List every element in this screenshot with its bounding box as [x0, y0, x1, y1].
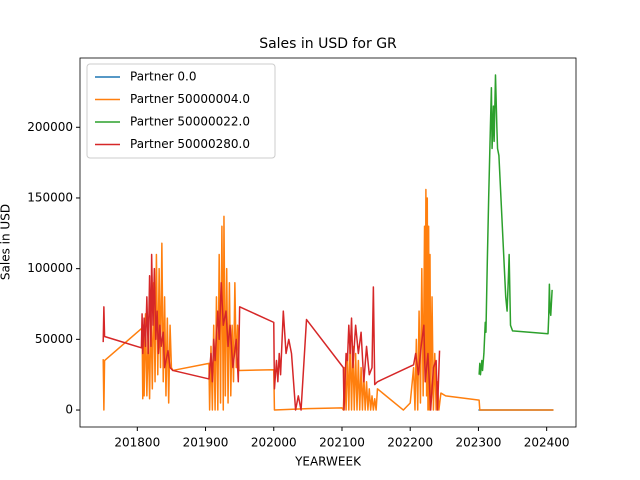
y-tick-label: 50000	[35, 332, 73, 346]
y-axis-label: Sales in USD	[0, 204, 13, 280]
legend-label: Partner 0.0	[130, 70, 197, 84]
legend-label: Partner 50000280.0	[130, 137, 250, 151]
x-tick-label: 202300	[456, 436, 502, 450]
x-tick-label: 202000	[251, 436, 297, 450]
x-tick-label: 201800	[114, 436, 160, 450]
x-tick-label: 202400	[524, 436, 570, 450]
y-tick-label: 150000	[27, 190, 73, 204]
y-tick-label: 100000	[27, 261, 73, 275]
line	[102, 253, 441, 411]
legend-label: Partner 50000004.0	[130, 92, 250, 106]
y-tick-label: 0	[65, 403, 73, 417]
line	[478, 74, 553, 376]
y-tick-label: 200000	[27, 120, 73, 134]
legend-label: Partner 50000022.0	[130, 115, 250, 129]
plot-frame	[79, 57, 577, 428]
chart-title: Sales in USD for GR	[259, 36, 397, 52]
x-tick-label: 201900	[183, 436, 229, 450]
x-tick-label: 202100	[319, 436, 365, 450]
x-tick-label: 202200	[387, 436, 433, 450]
x-axis-label: YEARWEEK	[294, 455, 362, 469]
legend-box	[86, 63, 276, 159]
